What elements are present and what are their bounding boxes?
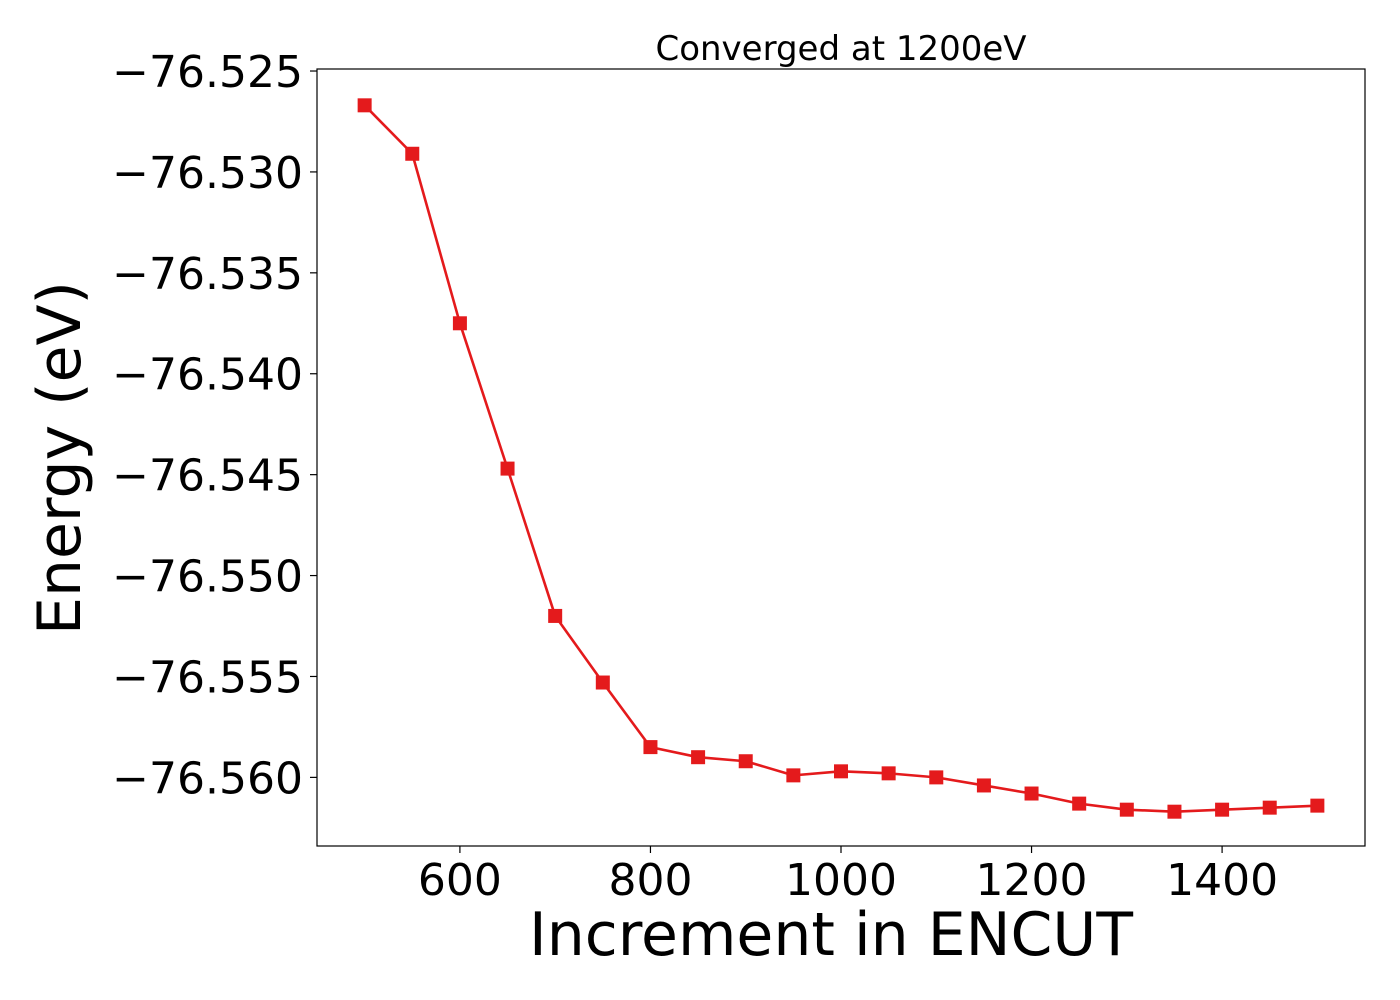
data-point-marker <box>786 768 801 783</box>
y-tick-label: −76.535 <box>112 249 303 300</box>
data-point-marker <box>548 608 563 623</box>
y-tick-label: −76.530 <box>112 148 303 199</box>
data-point-marker <box>595 675 610 690</box>
data-point-marker <box>1310 798 1325 813</box>
data-point-marker <box>500 461 515 476</box>
data-point-marker <box>452 316 467 331</box>
data-point-marker <box>1119 802 1134 817</box>
data-point-marker <box>1215 802 1230 817</box>
data-point-marker <box>1167 804 1182 819</box>
y-tick-label: −76.540 <box>112 350 303 401</box>
data-point-marker <box>976 778 991 793</box>
data-point-marker <box>834 764 848 779</box>
data-point-marker <box>405 146 420 161</box>
x-tick-label: 600 <box>418 855 502 906</box>
x-axis-label: Increment in ENCUT <box>529 900 1133 970</box>
data-point-marker <box>357 98 372 113</box>
x-tick-label: 800 <box>608 855 692 906</box>
chart-title: Converged at 1200eV <box>655 29 1026 69</box>
x-tick-label: 1200 <box>976 855 1088 906</box>
x-tick-label: 1000 <box>785 855 897 906</box>
y-tick-label: −76.525 <box>112 47 303 98</box>
data-point-marker <box>1072 796 1087 811</box>
data-point-marker <box>1262 800 1277 815</box>
data-point-marker <box>881 766 896 781</box>
y-tick-label: −76.555 <box>112 652 303 703</box>
x-tick-label: 1400 <box>1166 855 1278 906</box>
y-tick-label: −76.545 <box>112 451 303 502</box>
data-point-marker <box>929 770 944 785</box>
y-tick-label: −76.550 <box>112 552 303 603</box>
data-point-marker <box>643 740 658 755</box>
y-tick-label: −76.560 <box>112 753 303 804</box>
y-axis-ticks: −76.525 −76.530 −76.535 −76.540 −76.545 −76.5… <box>112 47 317 804</box>
data-point-marker <box>1024 786 1039 801</box>
x-axis-ticks: 600 800 1000 1200 1400 <box>418 846 1278 906</box>
y-axis-label: Energy (eV) <box>25 281 95 635</box>
data-point-marker <box>738 754 753 769</box>
series-layer <box>357 98 1325 819</box>
data-point-marker <box>691 750 706 765</box>
